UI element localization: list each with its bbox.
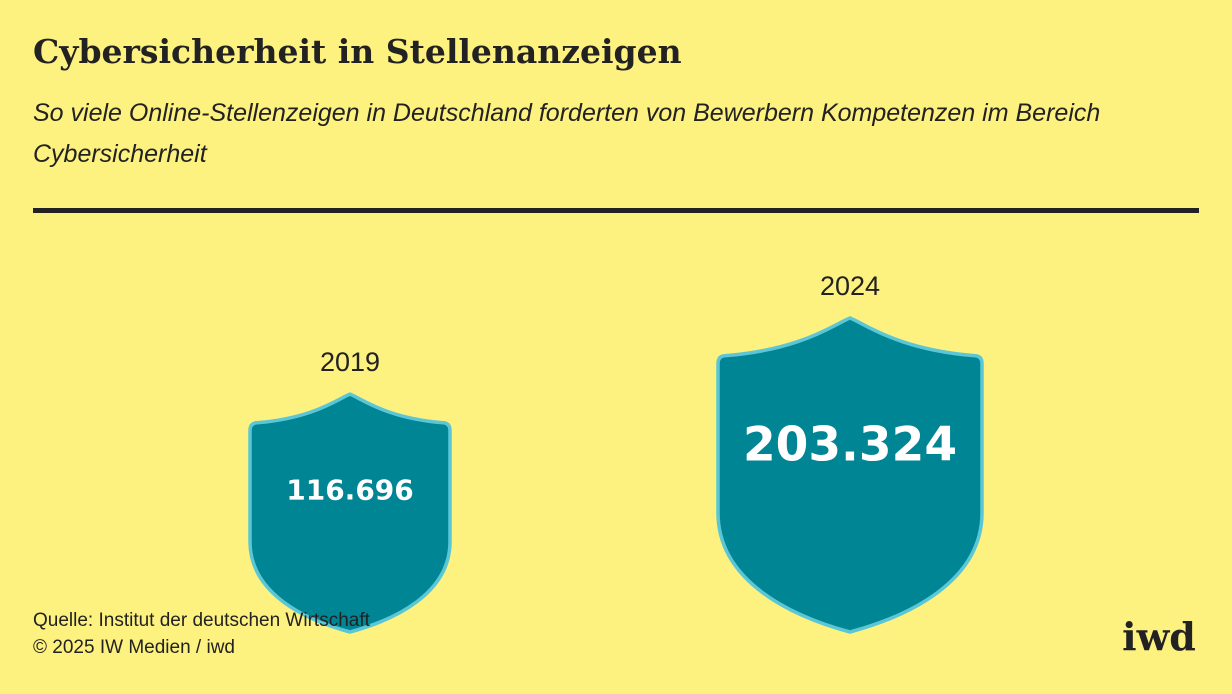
year-label-2024: 2024 [820,271,880,301]
title-divider [33,208,1199,213]
shield-mark-2024 [716,316,984,634]
source-note: Quelle: Institut der deutschen Wirtschaf… [33,610,370,631]
source-block: Quelle: Institut der deutschen Wirtschaf… [33,607,370,661]
copyright-note: © 2025 IW Medien / iwd [33,637,235,658]
value-label-2024: 203.324 [743,418,957,473]
value-label-2019: 116.696 [286,473,414,506]
iwd-logo: iwd [1122,614,1196,659]
shield-mark-2019 [248,392,452,634]
year-label-2019: 2019 [320,347,380,377]
logo-text: iwd [1122,614,1196,659]
chart-subtitle: So viele Online-Stellenzeigen in Deutsch… [33,99,1101,168]
chart-title: Cybersicherheit in Stellenanzeigen [33,32,682,71]
